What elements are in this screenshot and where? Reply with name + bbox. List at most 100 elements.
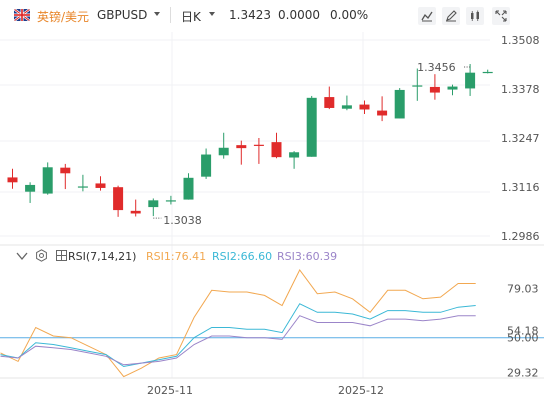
candle-body [77,186,88,188]
indicator-button[interactable] [466,7,484,25]
price-tick-label: 1.2986 [501,230,540,243]
rsi-tick-label: 54.18 [507,325,539,338]
toolbar: 英镑/美元 GBPUSD 日K 1.3423 0.0000 0.00% [0,0,544,32]
x-tick-label: 2025-11 [147,384,193,397]
candle [25,182,36,203]
candle [60,163,71,190]
candle-body [324,97,335,108]
pair-name-cn[interactable]: 英镑/美元 [37,10,90,24]
chart-type-icon [421,11,433,22]
candle [377,96,388,122]
chart-type-button[interactable] [418,7,436,25]
high-price-label: 1.3456 [417,61,456,74]
candle [253,138,264,164]
price-tick-label: 1.3247 [501,132,540,145]
rsi-series-rsi2 [0,303,476,368]
pair-dropdown-chevron-icon[interactable] [154,12,160,16]
candle [465,64,476,96]
uk-flag-icon [14,9,30,21]
candle-body [253,144,264,146]
candle [148,198,159,217]
candle-body [271,142,282,158]
price-tick-label: 1.3116 [501,181,540,194]
price-y-axis: 1.3508 1.3378 1.3247 1.3116 1.2986 [501,34,540,243]
rsi-name: RSI(7,14,21) [68,250,137,263]
candle-body [165,200,176,202]
candle-body [341,105,352,109]
candle [289,151,300,169]
indicator-icon [471,10,479,21]
candle-body [377,110,388,116]
candle-body [306,97,317,157]
price-annotations: 1.3456 1.3038 [153,61,471,227]
candle [7,168,18,189]
last-price: 1.3423 [229,8,271,22]
candle [306,95,317,157]
candle-body [183,177,194,200]
candle-body [7,177,18,183]
x-axis-ticks: 2025-11 2025-12 [147,384,384,397]
x-tick-label: 2025-12 [338,384,384,397]
rsi-tick-label: 50.00 [507,332,539,345]
candle-body [236,145,247,149]
settings-gear-icon[interactable] [35,249,48,262]
rsi-lines [0,269,476,378]
rsi-legend: RSI(7,14,21) RSI1:76.41 RSI2:66.60 RSI3:… [0,247,544,267]
draw-tool-button[interactable] [442,7,460,25]
candle-body [447,86,458,90]
header-divider [170,7,171,23]
candle-body [359,104,370,110]
rsi3-value: RSI3:60.39 [277,250,338,263]
candle [218,132,229,159]
candle [183,173,194,200]
candle-body [482,71,493,74]
rsi-tick-label: 79.03 [507,283,539,296]
candle-body [148,200,159,208]
fullscreen-icon [495,10,507,22]
period-selector[interactable]: 日K [181,10,201,24]
rsi-series-rsi1 [0,269,476,378]
candle [95,176,106,191]
price-tick-label: 1.3378 [501,83,540,96]
candle [113,185,124,217]
candle [394,88,405,119]
price-change: 0.0000 [278,8,320,22]
candle-body [25,184,36,192]
candle-body [412,85,423,87]
indicator-grid-icon[interactable] [56,250,67,261]
candle [77,174,88,192]
fullscreen-button[interactable] [492,7,510,25]
rsi-tick-label: 29.32 [507,367,539,380]
candle-body [95,183,106,188]
candles [7,64,493,217]
price-change-pct: 0.00% [330,8,369,22]
candle [429,74,440,100]
candle-body [42,167,53,194]
rsi1-value: RSI1:76.41 [146,250,207,263]
candle [130,199,141,217]
candle [42,162,53,195]
candle [359,100,370,114]
candle [236,140,247,165]
draw-icon [446,10,457,22]
candle-body [60,167,71,174]
candle-body [394,89,405,119]
period-chevron-down-icon[interactable] [209,12,215,16]
candle [341,95,352,111]
candle-body [130,210,141,214]
rsi-series-rsi3 [0,315,476,366]
collapse-chevron-icon[interactable] [16,251,28,261]
candle-body [201,154,212,177]
candle [412,68,423,101]
pair-code[interactable]: GBPUSD [97,8,148,22]
low-price-label: 1.3038 [163,214,202,227]
price-tick-label: 1.3508 [501,34,540,47]
candle-body [113,187,124,211]
price-grid [0,32,490,378]
candle-body [289,152,300,158]
candle-body [429,86,440,93]
candle [201,148,212,179]
rsi2-value: RSI2:66.60 [212,250,273,263]
